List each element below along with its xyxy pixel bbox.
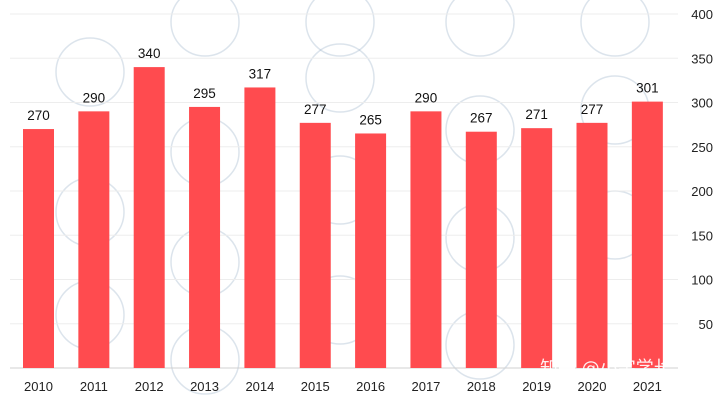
- data-label: 267: [470, 111, 493, 126]
- bar: [78, 111, 110, 368]
- gridlines: [10, 13, 678, 369]
- data-label: 317: [249, 66, 272, 81]
- bar: [631, 101, 663, 369]
- x-tick-label: 2017: [411, 379, 440, 394]
- x-tick-label: 2010: [24, 379, 53, 394]
- stamp-watermark: [305, 43, 375, 113]
- x-tick-label: 2015: [301, 379, 330, 394]
- data-label: 290: [415, 90, 438, 105]
- data-label: 277: [304, 102, 327, 117]
- stamp-watermark: [55, 37, 125, 107]
- watermark-text: 知乎 @小宇学长: [540, 358, 672, 379]
- data-label: 270: [27, 108, 50, 123]
- x-tick-label: 2013: [190, 379, 219, 394]
- data-label: 340: [138, 46, 161, 61]
- y-tick-label: 350: [691, 51, 713, 66]
- y-axis: 50 100 150 200 250 300 350 400: [691, 7, 713, 332]
- data-label: 271: [525, 107, 548, 122]
- x-tick-label: 2014: [245, 379, 274, 394]
- x-tick-label: 2021: [633, 379, 662, 394]
- y-tick-label: 150: [691, 228, 713, 243]
- bar: [23, 129, 54, 368]
- y-tick-label: 250: [691, 140, 713, 155]
- y-tick-label: 100: [691, 273, 713, 288]
- y-tick-label: 200: [691, 184, 713, 199]
- data-label: 295: [193, 86, 216, 101]
- x-axis: 2010 2011 2012 2013 2014 2015 2016 2017 2018 2019…: [24, 379, 662, 394]
- bars: 270 290 340 295 317 277 265 290 267 271 277 301: [23, 46, 663, 369]
- bar: [465, 131, 497, 368]
- data-label: 290: [83, 90, 106, 105]
- stamp-watermark: [170, 0, 240, 57]
- bar: [299, 122, 331, 368]
- x-tick-label: 2012: [135, 379, 164, 394]
- stamp-watermark: [305, 0, 375, 57]
- bar: [189, 106, 221, 369]
- data-label: 277: [581, 102, 604, 117]
- bar: [244, 87, 276, 368]
- bar: [521, 128, 553, 368]
- x-tick-label: 2020: [578, 379, 607, 394]
- y-tick-label: 400: [691, 7, 713, 22]
- bar: [355, 133, 387, 368]
- x-tick-label: 2018: [467, 379, 496, 394]
- x-tick-label: 2016: [356, 379, 385, 394]
- y-tick-label: 300: [691, 96, 713, 111]
- bar: [410, 111, 442, 368]
- data-label: 265: [359, 112, 382, 127]
- stamp-watermark: [445, 0, 515, 57]
- bar: [133, 67, 165, 368]
- x-tick-label: 2019: [522, 379, 551, 394]
- bar: [576, 122, 608, 368]
- x-tick-label: 2011: [80, 379, 108, 394]
- y-tick-label: 50: [699, 317, 713, 332]
- stamp-watermark: [580, 0, 650, 57]
- data-label: 301: [636, 81, 659, 96]
